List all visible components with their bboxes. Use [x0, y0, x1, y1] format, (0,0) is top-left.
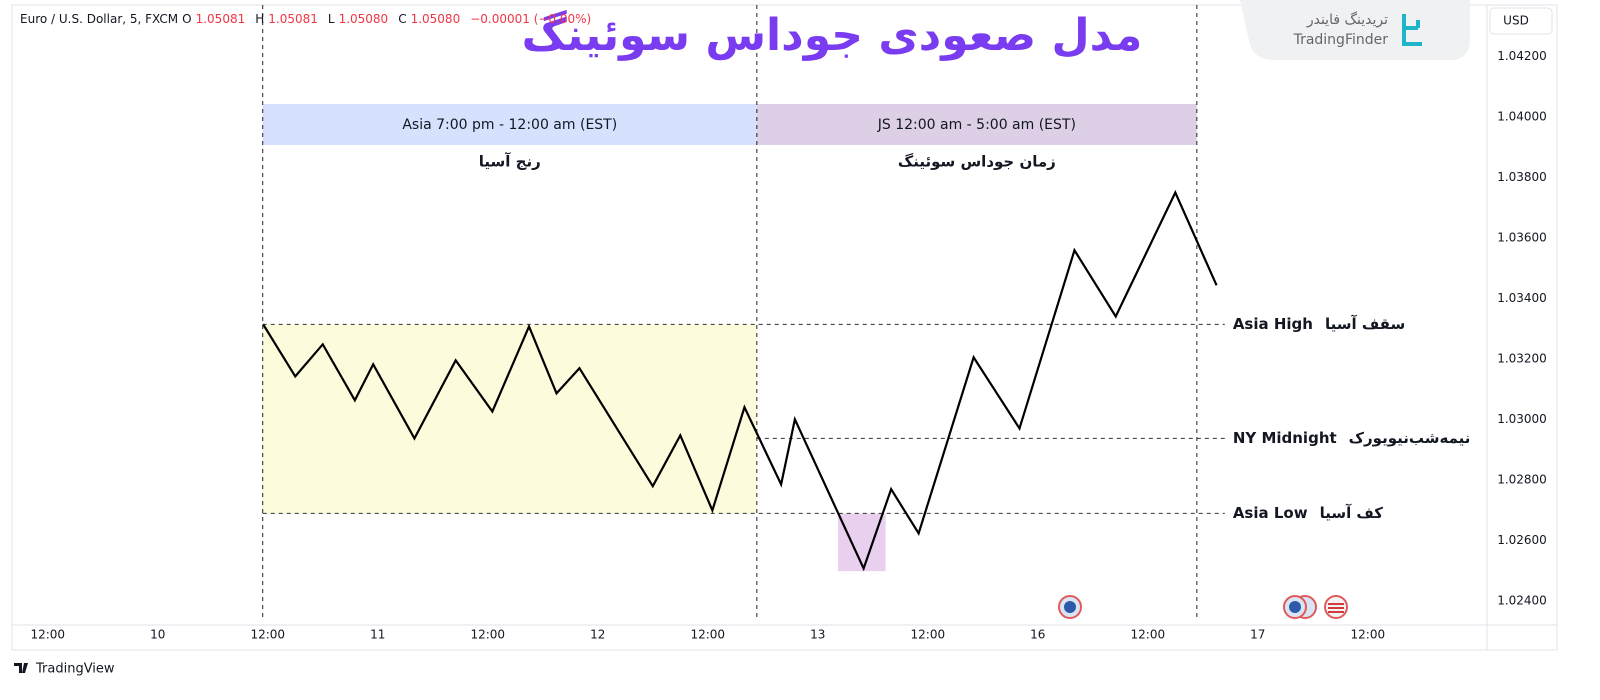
x-tick-label: 12:00 — [911, 628, 946, 642]
ohlc-value: 1.05081 — [268, 12, 318, 26]
x-tick-label: 12 — [590, 628, 605, 642]
x-tick-label: 12:00 — [690, 628, 725, 642]
y-tick-label: 1.03400 — [1497, 291, 1547, 305]
event-icon-core — [1289, 601, 1301, 613]
session-box — [262, 104, 757, 145]
currency[interactable]: USD — [1503, 14, 1529, 28]
y-tick-label: 1.04200 — [1497, 49, 1547, 63]
symbol: Euro / U.S. Dollar, 5, FXCM — [20, 12, 179, 26]
event-icon-core — [1064, 601, 1076, 613]
tv-logo — [14, 663, 28, 673]
background-layer — [262, 104, 1197, 572]
session-label: JS 12:00 am - 5:00 am (EST) — [877, 117, 1076, 133]
x-tick-label: 13 — [810, 628, 825, 642]
x-tick-label: 16 — [1030, 628, 1045, 642]
price-line — [262, 189, 1218, 572]
session-label: Asia 7:00 pm - 12:00 am (EST) — [402, 117, 617, 133]
x-tick-label: 12:00 — [1351, 628, 1386, 642]
y-tick-label: 1.03600 — [1497, 230, 1547, 244]
x-tick-label: 12:00 — [250, 628, 285, 642]
level-label-fa: نیمه‌شب‌نیویورک — [1349, 429, 1471, 447]
ohlc-value: 1.05080 — [410, 12, 461, 26]
y-tick-label: 1.02600 — [1497, 533, 1547, 547]
ohlc-key: O — [182, 12, 192, 26]
x-tick-label: 17 — [1250, 628, 1265, 642]
x-tick-label: 11 — [370, 628, 385, 642]
ohlc-value: 1.05081 — [195, 12, 246, 26]
foreground-layer: Asia 7:00 pm - 12:00 am (EST) رنج آسیا JS … — [262, 5, 1471, 617]
y-tick-label: 1.03200 — [1497, 351, 1547, 365]
ohlc-value: 1.05080 — [338, 12, 389, 26]
y-tick-label: 1.04000 — [1497, 109, 1547, 123]
symbol-legend: Euro / U.S. Dollar, 5, FXCM O 1.05081 H 1.0… — [20, 12, 591, 26]
zone — [262, 324, 757, 514]
logo-backdrop — [1240, 0, 1470, 60]
x-tick-label: 12:00 — [470, 628, 505, 642]
chart-title: مدل صعودی جوداس سوئینگ — [522, 10, 1143, 61]
event-icon-flag — [1328, 603, 1344, 613]
brand-fa: تریدینگ فایندر — [1306, 11, 1388, 28]
ohlc-key: C — [398, 12, 407, 26]
session-caption: رنج آسیا — [479, 153, 541, 171]
footer-brand: TradingView — [35, 662, 115, 677]
y-tick-label: 1.03000 — [1497, 412, 1547, 426]
currency-box[interactable] — [1489, 7, 1553, 35]
chart-frame — [11, 4, 1558, 651]
y-tick-label: 1.02400 — [1497, 593, 1547, 607]
level-label-fa: کف آسیا — [1320, 504, 1384, 522]
event-icons — [1058, 595, 1348, 619]
ohlc-key: H — [255, 12, 265, 26]
level-label: NY Midnight — [1233, 429, 1337, 447]
x-tick-label: 10 — [150, 628, 165, 642]
logo-icon — [1402, 14, 1422, 46]
level-label: Asia Low — [1233, 504, 1308, 522]
session-caption: زمان جوداس سوئینگ — [898, 153, 1056, 171]
x-tick-label: 12:00 — [30, 628, 65, 642]
ohlc-key: L — [327, 12, 335, 26]
price-change: −0.00001 (−0.00%) — [470, 12, 592, 26]
y-tick-label: 1.03800 — [1497, 170, 1547, 184]
y-tick-label: 1.02800 — [1497, 472, 1547, 486]
session-box — [756, 104, 1197, 145]
zone — [837, 513, 886, 572]
level-label-fa: سقف آسیا — [1325, 315, 1405, 333]
brand: TradingFinder — [1293, 32, 1389, 48]
level-label: Asia High — [1233, 315, 1313, 333]
x-tick-label: 12:00 — [1131, 628, 1166, 642]
